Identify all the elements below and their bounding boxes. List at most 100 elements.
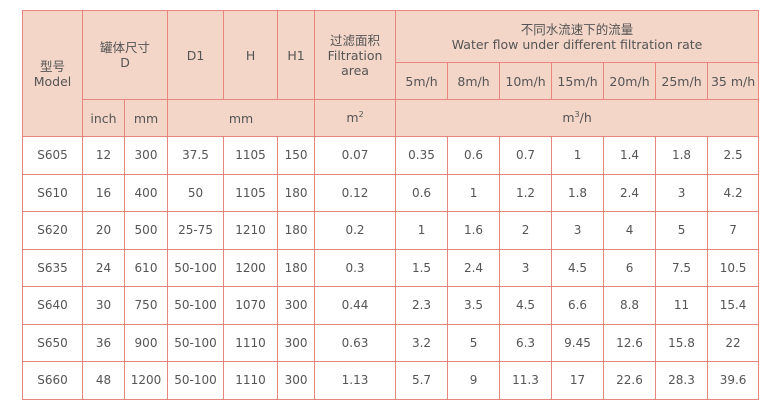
flow-unit: m3/h [395, 99, 760, 137]
table-cell: 750 [123, 286, 169, 325]
rate-header: 8m/h [447, 62, 501, 100]
table-cell: 1200 [123, 361, 169, 400]
table-cell: 180 [277, 248, 316, 287]
table-body: S605 12 300 37.5 1105 150 0.07 0.35 0.6 0.7 1 1.4 1.… [22, 136, 760, 400]
area-en1: Filtration [327, 47, 383, 63]
table-cell: 1210 [223, 211, 279, 250]
table-cell: 300 [277, 361, 316, 400]
table-cell: 2.5 [707, 136, 760, 175]
table-cell: 8.8 [603, 286, 657, 325]
rate-header: 10m/h [499, 62, 553, 100]
mm-unit: mm [123, 99, 169, 137]
table-cell: 0.7 [499, 136, 553, 175]
tank-header: 罐体尺寸 D [81, 10, 169, 100]
table-cell: 15.4 [707, 286, 760, 325]
table-cell: 0.6 [447, 136, 501, 175]
area-header: 过滤面积 Filtration area [314, 10, 397, 100]
table-cell: 300 [277, 286, 316, 325]
table-cell: 2.3 [395, 286, 449, 325]
h1-header: H1 [277, 10, 316, 100]
area-en2: area [341, 62, 369, 78]
rate-header: 5m/h [395, 62, 449, 100]
table-cell: 25-75 [167, 211, 225, 250]
table-cell: 15.8 [655, 323, 709, 362]
table-cell: 1.6 [447, 211, 501, 250]
inch-unit: inch [82, 99, 125, 137]
table-cell: 300 [123, 136, 169, 175]
unit-tail: /h [579, 110, 592, 126]
rate-header: 15m/h [551, 62, 605, 100]
table-cell: 900 [123, 323, 169, 362]
table-cell: 7 [707, 211, 760, 250]
table-cell: S640 [22, 286, 83, 325]
table-cell: 11.3 [499, 361, 553, 400]
table-cell: S660 [22, 361, 83, 400]
table-row: S610 16 400 50 1105 180 0.12 0.6 1 1.2 1.8 2.4 3 4.2 [22, 173, 760, 212]
table-cell: 1.4 [603, 136, 657, 175]
table-cell: 50 [167, 173, 225, 212]
tank-cn: 罐体尺寸 [100, 40, 151, 55]
table-cell: 0.2 [314, 211, 397, 250]
table-cell: 1070 [223, 286, 279, 325]
table-cell: 20 [82, 211, 125, 250]
table-cell: 39.6 [707, 361, 760, 400]
table-cell: 0.6 [395, 173, 449, 212]
table-cell: 1105 [223, 173, 279, 212]
table-row: S640 30 750 50-100 1070 300 0.44 2.3 3.5 4.5 6.6 8.… [22, 286, 760, 325]
table-cell: 50-100 [167, 248, 225, 287]
table-cell: 0.44 [314, 286, 397, 325]
table-cell: 1.5 [395, 248, 449, 287]
flow-header: 不同水流速下的流量 Water flow under different filt… [395, 10, 760, 63]
table-cell: 1 [551, 136, 605, 175]
table-header: 型号 Model 罐体尺寸 D D1 H H1 过滤面积 Filtration area… [22, 10, 760, 137]
table-cell: S605 [22, 136, 83, 175]
table-cell: 1.8 [551, 173, 605, 212]
table-cell: 180 [277, 173, 316, 212]
table-cell: 9.45 [551, 323, 605, 362]
flow-cn: 不同水流速下的流量 [520, 21, 634, 37]
rate-header: 35 m/h [707, 62, 760, 100]
table-cell: 22 [707, 323, 760, 362]
unit-exp: 2 [358, 110, 364, 120]
rate-header: 25m/h [655, 62, 709, 100]
model-header: 型号 Model [22, 10, 83, 137]
mm-unit-dims: mm [167, 99, 316, 137]
rate-header: 20m/h [603, 62, 657, 100]
table-cell: S620 [22, 211, 83, 250]
table-cell: 0.35 [395, 136, 449, 175]
table-cell: 36 [82, 323, 125, 362]
table-cell: 0.12 [314, 173, 397, 212]
unit-base: m [346, 110, 359, 126]
table-cell: 6 [603, 248, 657, 287]
table-cell: 150 [277, 136, 316, 175]
table-cell: 500 [123, 211, 169, 250]
table-cell: 400 [123, 173, 169, 212]
h-header: H [223, 10, 279, 100]
table-cell: 0.63 [314, 323, 397, 362]
table-cell: 5 [655, 211, 709, 250]
table-cell: 24 [82, 248, 125, 287]
table-cell: 16 [82, 173, 125, 212]
table-cell: 3.2 [395, 323, 449, 362]
table-cell: 50-100 [167, 323, 225, 362]
table-cell: 10.5 [707, 248, 760, 287]
table-cell: 50-100 [167, 286, 225, 325]
d1-header: D1 [167, 10, 225, 100]
area-unit: m2 [314, 99, 397, 137]
table-cell: 6.3 [499, 323, 553, 362]
table-cell: 5 [447, 323, 501, 362]
flow-en: Water flow under different filtration ra… [451, 36, 703, 52]
table-cell: 4.5 [499, 286, 553, 325]
table-cell: 4.2 [707, 173, 760, 212]
table-cell: 22.6 [603, 361, 657, 400]
table-cell: 2.4 [447, 248, 501, 287]
table-row: S605 12 300 37.5 1105 150 0.07 0.35 0.6 0.7 1 1.4 1.… [22, 136, 760, 175]
table-cell: 4 [603, 211, 657, 250]
table-cell: 3 [655, 173, 709, 212]
table-cell: 30 [82, 286, 125, 325]
table-cell: S650 [22, 323, 83, 362]
table-cell: 12 [82, 136, 125, 175]
table-cell: 11 [655, 286, 709, 325]
table-cell: 1 [447, 173, 501, 212]
table-cell: 1.13 [314, 361, 397, 400]
